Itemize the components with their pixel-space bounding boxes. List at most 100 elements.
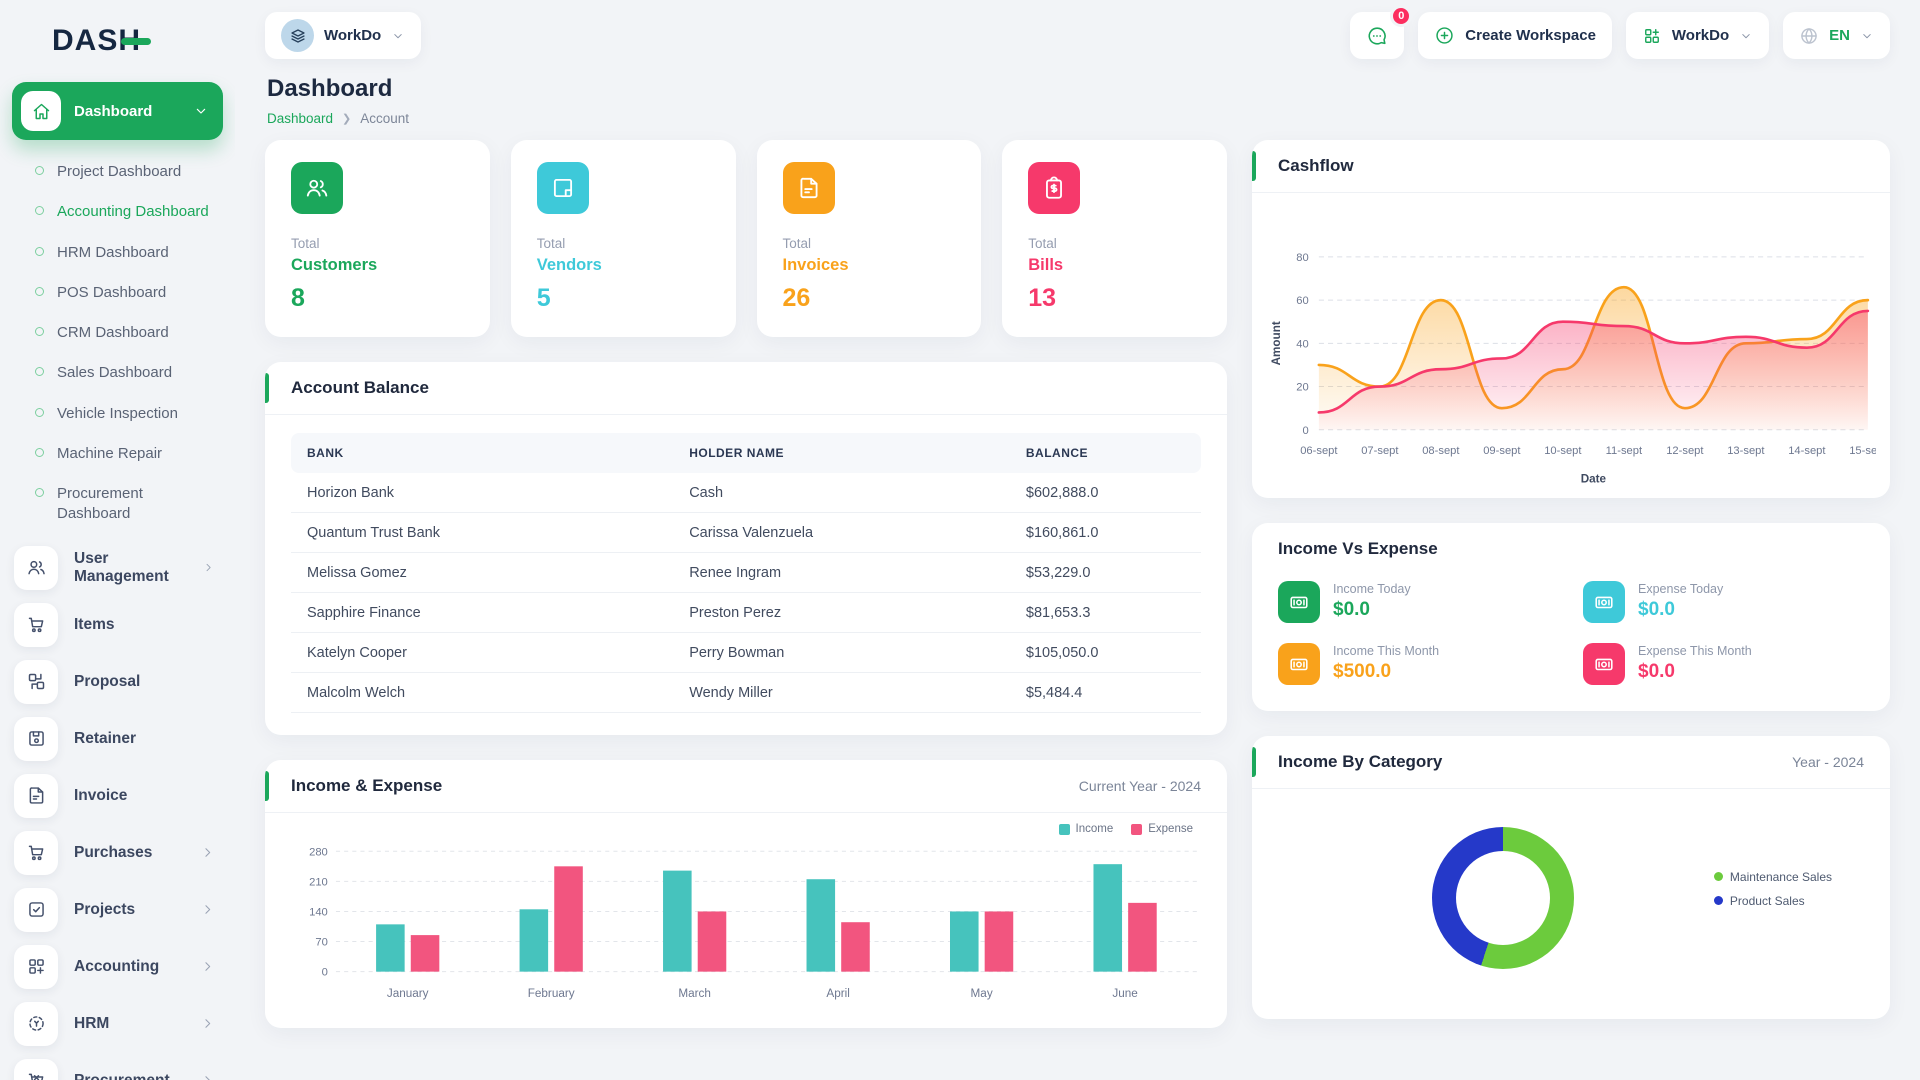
svg-text:April: April — [826, 987, 849, 1000]
sidebar-item-retainer[interactable]: Retainer — [12, 714, 223, 764]
expense-month-icon — [1583, 642, 1625, 685]
donut-chart-area: Maintenance Sales Product Sales — [1252, 789, 1890, 1019]
sidebar-item-pos-dashboard[interactable]: POS Dashboard — [20, 273, 223, 313]
page-header: Dashboard Dashboard ❯ Account — [267, 75, 1888, 126]
stat-card-invoices: Total Invoices 26 — [756, 140, 982, 337]
svg-text:10-sept: 10-sept — [1544, 445, 1582, 457]
legend-dot — [1713, 896, 1723, 906]
cashflow-area-chart: 0 20 40 60 80 06-sept 07-sept 08-sept 09-sept 10-… — [1252, 193, 1890, 498]
legend-item-expense: Expense — [1131, 823, 1193, 835]
income-vs-expense-card: Income Vs Expense Income Today $0.0 Expens… — [1252, 522, 1890, 711]
stat-card-customers: Total Customers 8 — [265, 140, 490, 337]
app-logo[interactable]: DASH — [52, 24, 152, 58]
sidebar-item-label: Sales Dashboard — [57, 364, 173, 382]
card-title: Cashflow — [1278, 156, 1354, 175]
stat-total-label: Total — [291, 236, 320, 251]
chevron-right-icon — [200, 845, 215, 860]
dashboard-grid: Total Customers 8 Total Vendors 5 Total Invoice… — [265, 140, 1890, 1029]
stat-total-label: Total — [1028, 236, 1057, 251]
sidebar-item-procurement[interactable]: Procurement — [12, 1056, 223, 1080]
sidebar-item-vehicle-inspection[interactable]: Vehicle Inspection — [20, 394, 223, 434]
table-cell: Wendy Miller — [673, 672, 1010, 713]
table-row: Malcolm Welch Wendy Miller $5,484.4 — [291, 672, 1201, 713]
sidebar-item-proposal[interactable]: Proposal — [12, 657, 223, 707]
svg-text:May: May — [971, 987, 993, 1000]
sidebar-item-accounting[interactable]: Accounting — [12, 942, 223, 992]
right-column: Cashflow 0 20 40 60 80 06-sept 07-sept 08-sept 0… — [1252, 140, 1890, 1019]
table-row: Sapphire Finance Preston Perez $81,653.3 — [291, 592, 1201, 633]
income-expense-card: Income & Expense Current Year - 2024 Inc… — [265, 760, 1227, 1029]
svg-text:14-sept: 14-sept — [1788, 445, 1826, 457]
chevron-right-icon — [202, 560, 215, 575]
stat-total-label: Total — [782, 236, 812, 251]
tile-label: Expense Today — [1638, 582, 1724, 597]
svg-text:0: 0 — [322, 967, 328, 979]
stat-card-vendors: Total Vendors 5 — [510, 140, 736, 337]
chevron-right-icon — [200, 959, 215, 974]
bullet-icon — [35, 246, 44, 256]
svg-text:March: March — [678, 987, 711, 1000]
breadcrumb-dashboard-link[interactable]: Dashboard — [267, 111, 334, 126]
tile-expense-today: Expense Today $0.0 — [1583, 580, 1864, 623]
bullet-icon — [35, 206, 44, 216]
card-header: Income By Category Year - 2024 — [1252, 736, 1890, 789]
sidebar-item-hrm-dashboard[interactable]: HRM Dashboard — [20, 233, 223, 273]
table-cell: Perry Bowman — [673, 632, 1010, 673]
table-cell: Sapphire Finance — [291, 592, 674, 633]
card-subtitle: Year - 2024 — [1792, 753, 1864, 770]
sidebar-item-invoice[interactable]: Invoice — [12, 771, 223, 821]
stat-label: Customers — [291, 256, 378, 274]
language-selector[interactable]: EN — [1783, 12, 1890, 59]
bullet-icon — [35, 447, 44, 457]
table-row: Katelyn Cooper Perry Bowman $105,050.0 — [291, 632, 1201, 673]
table-cell: Cash — [673, 473, 1010, 513]
sidebar-item-items[interactable]: Items — [12, 600, 223, 650]
table-cell: Preston Perez — [673, 592, 1010, 633]
category-donut-chart — [1432, 826, 1574, 969]
hrm-icon — [14, 1001, 58, 1046]
svg-text:15-sept: 15-sept — [1849, 445, 1876, 457]
cart-icon — [14, 602, 58, 647]
workspace-switcher[interactable]: WorkDo — [265, 12, 422, 59]
chevron-right-icon — [200, 1073, 215, 1080]
income-expense-tiles: Income Today $0.0 Expense Today $0.0 Income … — [1252, 567, 1890, 711]
sidebar-item-purchases[interactable]: Purchases — [12, 828, 223, 878]
sidebar-item-hrm[interactable]: HRM — [12, 999, 223, 1049]
grid-plus-icon — [1642, 26, 1662, 46]
sidebar-item-machine-repair[interactable]: Machine Repair — [20, 434, 223, 474]
card-title: Income & Expense — [291, 776, 443, 795]
account-balance-card: Account Balance BANK HOLDER NAME BALANCE H… — [265, 362, 1227, 735]
cart-icon — [14, 830, 58, 875]
workdo-menu-button[interactable]: WorkDo — [1625, 12, 1770, 59]
svg-text:60: 60 — [1296, 295, 1308, 307]
sidebar-item-project-dashboard[interactable]: Project Dashboard — [20, 152, 223, 192]
vendors-icon — [536, 162, 589, 214]
card-header: Cashflow — [1252, 140, 1890, 193]
svg-text:280: 280 — [309, 846, 328, 858]
plus-circle-icon — [1434, 25, 1455, 46]
sidebar-item-accounting-dashboard[interactable]: Accounting Dashboard — [20, 192, 223, 232]
sidebar-item-label: HRM Dashboard — [57, 243, 169, 261]
home-icon — [21, 91, 61, 131]
expense-today-icon — [1583, 580, 1625, 623]
table-header-row: BANK HOLDER NAME BALANCE — [291, 433, 1201, 473]
sidebar-item-crm-dashboard[interactable]: CRM Dashboard — [20, 313, 223, 353]
bills-icon — [1028, 162, 1081, 214]
income-month-icon — [1278, 642, 1320, 685]
cashflow-card: Cashflow 0 20 40 60 80 06-sept 07-sept 08-sept 0… — [1252, 140, 1890, 498]
create-workspace-button[interactable]: Create Workspace — [1418, 12, 1612, 59]
sidebar-item-projects[interactable]: Projects — [12, 885, 223, 935]
table-cell: $602,888.0 — [1009, 473, 1201, 513]
messages-button[interactable]: 0 — [1350, 5, 1413, 59]
account-balance-table: BANK HOLDER NAME BALANCE Horizon Bank Cash $… — [291, 433, 1201, 713]
tile-label: Expense This Month — [1638, 644, 1752, 659]
sidebar-item-sales-dashboard[interactable]: Sales Dashboard — [20, 353, 223, 393]
stat-label: Vendors — [536, 256, 602, 274]
sidebar-item-procurement-dashboard[interactable]: Procurement Dashboard — [20, 474, 223, 535]
sidebar-item-user-management[interactable]: User Management — [12, 543, 223, 593]
income-expense-bar-chart: 0 70 140 210 280 January February March April May… — [287, 837, 1205, 1012]
breadcrumb: Dashboard ❯ Account — [267, 111, 1888, 126]
globe-icon — [1799, 26, 1819, 46]
sidebar-item-dashboard[interactable]: Dashboard — [12, 82, 223, 140]
tile-value: $0.0 — [1638, 599, 1675, 621]
